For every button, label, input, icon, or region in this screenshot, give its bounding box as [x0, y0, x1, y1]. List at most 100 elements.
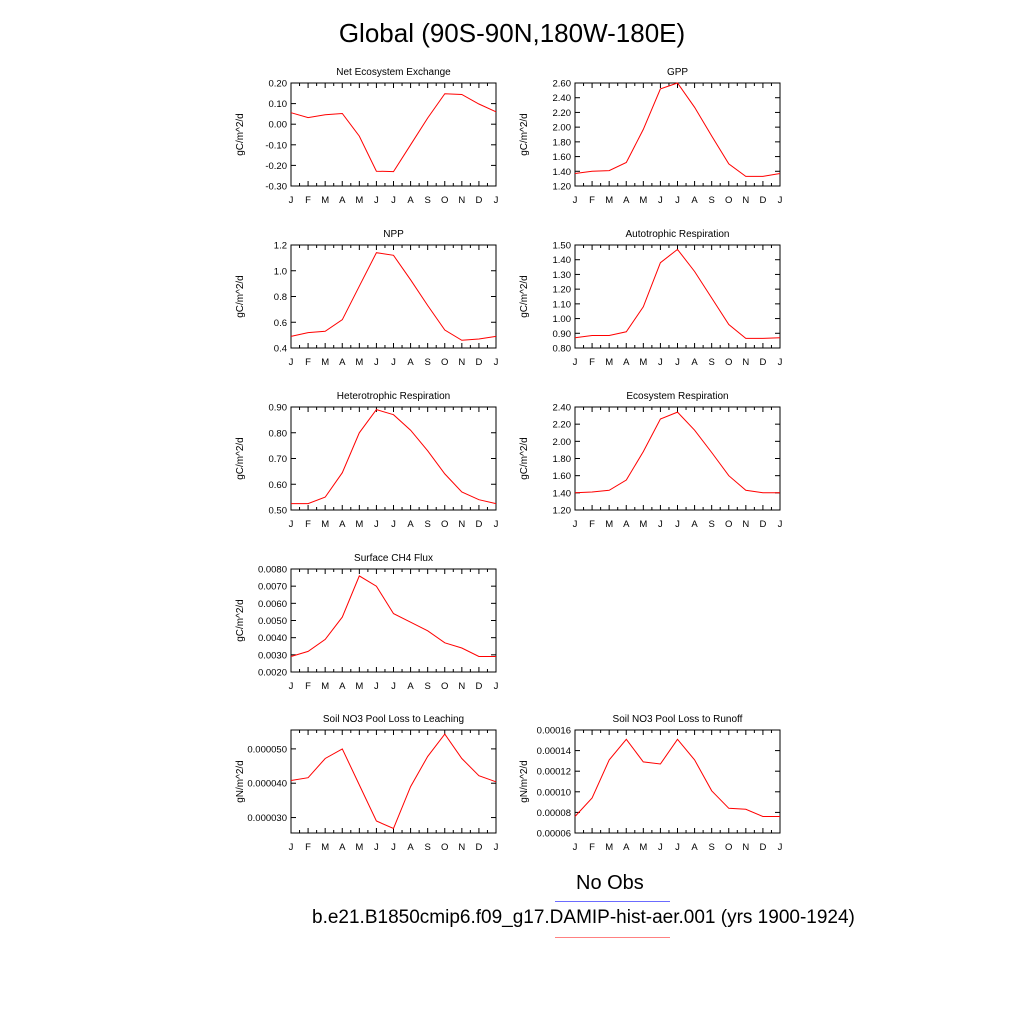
x-tick-label: N — [742, 357, 749, 368]
x-tick-label: A — [691, 842, 698, 853]
series-line — [574, 738, 780, 817]
plot-frame — [290, 82, 497, 187]
x-tick-label: A — [623, 519, 630, 530]
x-tick-label: M — [355, 357, 363, 368]
x-tick-label: M — [605, 357, 613, 368]
chart-panel-8: Soil NO3 Pool Loss to Leaching gN/m^2/d0.… — [235, 714, 499, 853]
chart-panel-7: Surface CH4 Flux gC/m^2/d 0.0020 0.0030 0.00… — [235, 553, 499, 692]
series-line — [290, 93, 497, 173]
x-tick-label: M — [639, 357, 647, 368]
x-tick-label: A — [407, 681, 414, 692]
x-tick-label: J — [289, 681, 294, 692]
x-tick-label: A — [691, 519, 698, 530]
x-tick-label: S — [424, 519, 430, 530]
y-tick-label: 0.0040 — [258, 633, 287, 644]
x-tick-label: N — [458, 195, 465, 206]
y-tick-label: 2.40 — [553, 93, 572, 104]
x-tick-label: D — [759, 519, 766, 530]
y-axis-label: gN/m^2/d — [235, 760, 246, 803]
x-tick-label: J — [494, 681, 499, 692]
x-tick-label: J — [778, 195, 783, 206]
chart-panel-4: Autotrophic Respiration gC/m^2/d 0.80 0.90 1… — [519, 229, 783, 368]
x-tick-label: M — [321, 357, 329, 368]
y-tick-label: 2.00 — [553, 123, 572, 134]
page-title: Global (90S-90N,180W-180E) — [338, 18, 686, 48]
x-tick-label: O — [725, 842, 732, 853]
x-tick-label: J — [658, 842, 663, 853]
x-tick-label: A — [623, 357, 630, 368]
x-tick-label: N — [742, 842, 749, 853]
x-tick-label: J — [675, 842, 680, 853]
x-tick-label: J — [573, 842, 578, 853]
x-tick-label: N — [458, 681, 465, 692]
x-tick-label: A — [339, 519, 346, 530]
x-tick-label: M — [321, 842, 329, 853]
y-tick-label: 2.40 — [553, 403, 572, 414]
x-tick-label: M — [605, 195, 613, 206]
y-tick-label: 0.0030 — [258, 650, 287, 661]
x-tick-label: S — [424, 681, 430, 692]
x-tick-label: S — [424, 842, 430, 853]
y-tick-label: 0.80 — [553, 344, 572, 355]
y-tick-label: -0.30 — [265, 182, 287, 193]
x-tick-label: S — [424, 357, 430, 368]
x-tick-label: F — [589, 195, 595, 206]
x-tick-label: J — [374, 681, 379, 692]
y-tick-label: 1.50 — [553, 241, 572, 252]
x-tick-label: N — [742, 519, 749, 530]
x-tick-label: N — [742, 195, 749, 206]
chart-title: Ecosystem Respiration — [626, 391, 728, 402]
x-tick-label: M — [321, 519, 329, 530]
x-tick-label: J — [778, 842, 783, 853]
x-tick-label: N — [458, 519, 465, 530]
series-line — [291, 409, 497, 505]
x-tick-label: M — [605, 842, 613, 853]
x-tick-label: S — [708, 519, 714, 530]
y-tick-label: 0.00 — [269, 120, 288, 131]
y-tick-label: 2.00 — [553, 437, 572, 448]
x-tick-label: J — [675, 357, 680, 368]
chart-panel-2: GPP gC/m^2/d 1.20 1.40 1.60 1.80 2.00 2.20 2.40 2… — [519, 67, 783, 206]
x-tick-label: A — [339, 681, 346, 692]
y-tick-label: 0.00010 — [537, 787, 571, 798]
x-tick-label: J — [289, 357, 294, 368]
x-tick-label: F — [305, 842, 311, 853]
x-tick-label: A — [691, 195, 698, 206]
y-tick-label: 0.00012 — [537, 767, 571, 778]
x-tick-label: J — [573, 519, 578, 530]
y-tick-label: -0.10 — [265, 140, 287, 151]
series-line — [574, 411, 780, 494]
series-line — [574, 248, 781, 339]
plot-frame — [574, 729, 781, 834]
chart-title: Soil NO3 Pool Loss to Runoff — [613, 714, 743, 725]
x-tick-label: D — [759, 842, 766, 853]
y-tick-label: 1.0 — [274, 266, 287, 277]
y-tick-label: 1.40 — [553, 255, 572, 266]
y-tick-label: 0.70 — [269, 454, 288, 465]
x-tick-label: N — [458, 842, 465, 853]
y-tick-label: -0.20 — [265, 161, 287, 172]
plot-frame — [290, 406, 497, 511]
chart-title: Soil NO3 Pool Loss to Leaching — [323, 714, 464, 725]
y-tick-label: 1.40 — [553, 167, 572, 178]
x-tick-label: M — [355, 519, 363, 530]
x-tick-label: M — [639, 842, 647, 853]
y-tick-label: 1.2 — [274, 241, 287, 252]
x-tick-label: M — [321, 681, 329, 692]
y-tick-label: 0.8 — [274, 292, 287, 303]
x-tick-label: J — [289, 195, 294, 206]
x-tick-label: J — [494, 357, 499, 368]
plot-frame — [290, 244, 497, 349]
x-tick-label: S — [708, 195, 714, 206]
x-tick-label: O — [441, 519, 448, 530]
x-tick-label: J — [658, 195, 663, 206]
y-tick-label: 1.60 — [553, 471, 572, 482]
x-tick-label: A — [339, 842, 346, 853]
x-tick-label: D — [475, 357, 482, 368]
x-tick-label: J — [289, 519, 294, 530]
x-tick-label: A — [339, 357, 346, 368]
x-tick-label: M — [355, 842, 363, 853]
y-tick-label: 0.60 — [269, 480, 288, 491]
x-tick-label: J — [494, 195, 499, 206]
y-tick-label: 0.0070 — [258, 582, 287, 593]
